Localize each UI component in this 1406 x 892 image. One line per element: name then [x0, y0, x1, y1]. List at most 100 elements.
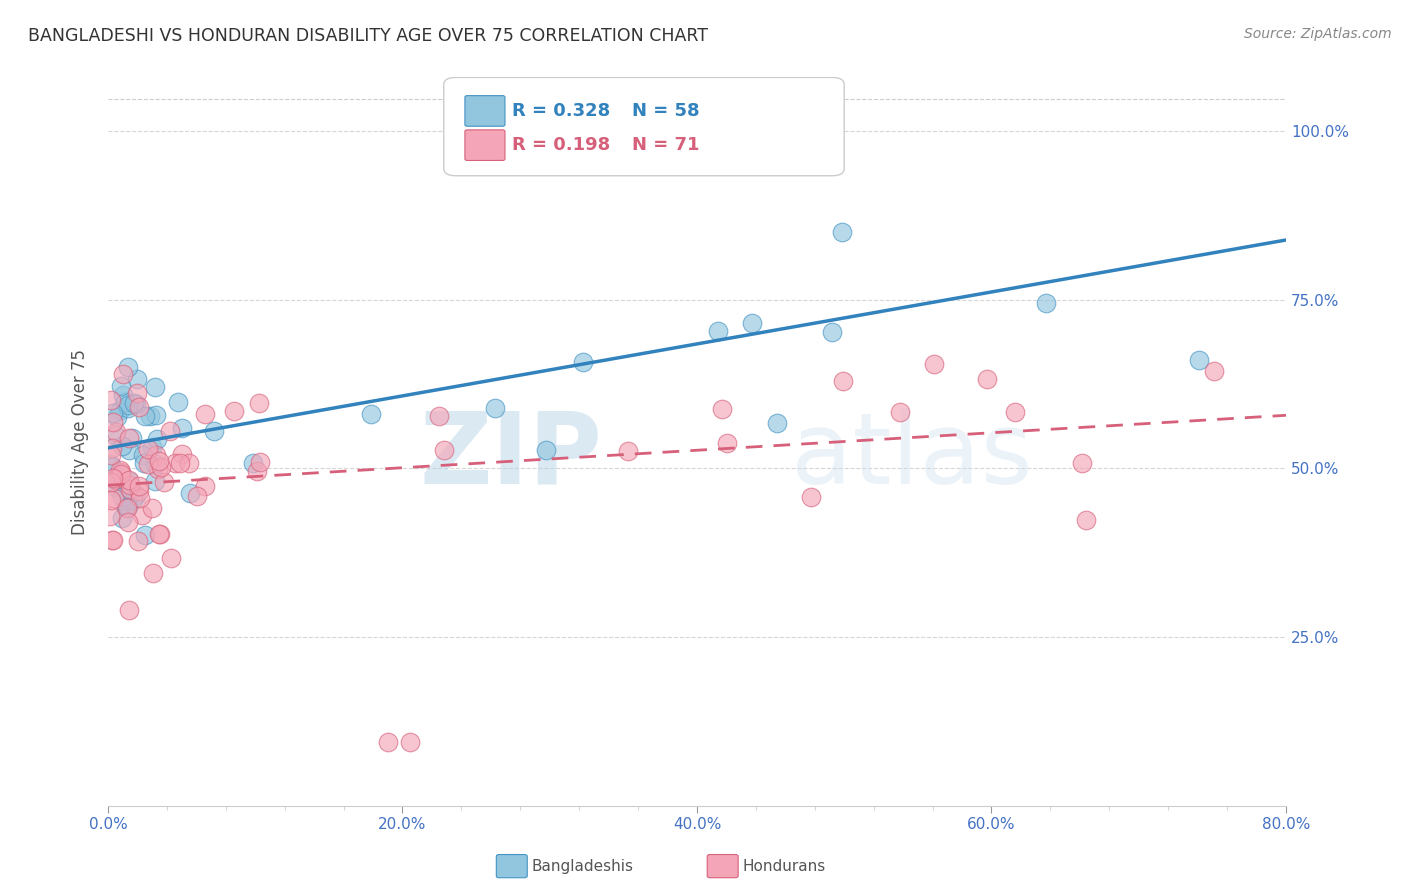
Point	[111, 510, 134, 524]
Point	[194, 479, 217, 493]
Point	[202, 424, 225, 438]
Point	[118, 442, 141, 457]
Point	[110, 463, 132, 477]
Point	[1202, 364, 1225, 378]
Point	[247, 396, 270, 410]
Text: R = 0.328: R = 0.328	[512, 102, 610, 120]
Point	[115, 493, 138, 508]
Point	[100, 475, 122, 490]
Point	[122, 396, 145, 410]
Point	[166, 394, 188, 409]
Point	[134, 409, 156, 424]
Point	[101, 533, 124, 547]
Point	[101, 415, 124, 429]
Point	[114, 394, 136, 409]
Point	[104, 428, 127, 442]
Point	[179, 486, 201, 500]
Point	[134, 528, 156, 542]
Point	[766, 416, 789, 430]
Point	[145, 448, 167, 462]
Point	[141, 440, 163, 454]
Point	[118, 489, 141, 503]
Point	[194, 407, 217, 421]
Point	[1004, 405, 1026, 419]
Point	[249, 455, 271, 469]
Point	[616, 444, 638, 458]
Point	[120, 478, 142, 492]
Point	[127, 534, 149, 549]
Point	[148, 526, 170, 541]
FancyBboxPatch shape	[465, 95, 505, 127]
Point	[165, 456, 187, 470]
Point	[117, 603, 139, 617]
Point	[377, 734, 399, 748]
Point	[101, 406, 124, 420]
Point	[129, 491, 152, 506]
Point	[105, 425, 128, 439]
Point	[100, 533, 122, 548]
Point	[117, 515, 139, 529]
Point	[143, 475, 166, 489]
Point	[433, 442, 456, 457]
Point	[145, 457, 167, 471]
Point	[924, 357, 946, 371]
Point	[139, 409, 162, 423]
Point	[246, 464, 269, 478]
Point	[125, 488, 148, 502]
Point	[1076, 513, 1098, 527]
Point	[100, 460, 122, 475]
Point	[889, 404, 911, 418]
Point	[110, 402, 132, 417]
Point	[104, 472, 127, 486]
Point	[111, 490, 134, 504]
Point	[572, 354, 595, 368]
Point	[821, 325, 844, 339]
Point	[100, 392, 122, 407]
Point	[360, 407, 382, 421]
Point	[112, 367, 135, 381]
Point	[136, 442, 159, 457]
Point	[117, 398, 139, 412]
Point	[104, 481, 127, 495]
Point	[112, 388, 135, 402]
Point	[150, 460, 173, 475]
Point	[110, 465, 132, 479]
Text: N = 71: N = 71	[633, 136, 700, 154]
Text: atlas: atlas	[792, 408, 1033, 505]
Point	[136, 457, 159, 471]
Text: R = 0.198: R = 0.198	[512, 136, 610, 154]
Point	[131, 508, 153, 522]
Point	[101, 441, 124, 455]
Point	[160, 551, 183, 566]
Point	[128, 479, 150, 493]
Point	[976, 372, 998, 386]
Point	[125, 396, 148, 410]
Point	[122, 493, 145, 508]
Point	[146, 462, 169, 476]
Text: Hondurans: Hondurans	[742, 859, 825, 873]
Point	[121, 432, 143, 446]
Point	[100, 492, 122, 507]
Point	[127, 386, 149, 401]
Point	[143, 380, 166, 394]
Point	[100, 448, 122, 462]
Point	[118, 475, 141, 489]
Point	[800, 490, 823, 504]
Point	[128, 400, 150, 414]
Point	[110, 467, 132, 481]
Point	[146, 432, 169, 446]
FancyBboxPatch shape	[465, 130, 505, 161]
Point	[484, 401, 506, 416]
Point	[98, 457, 121, 471]
Y-axis label: Disability Age Over 75: Disability Age Over 75	[72, 349, 89, 534]
Point	[706, 324, 728, 338]
Point	[741, 316, 763, 330]
Point	[169, 456, 191, 470]
Point	[111, 439, 134, 453]
Point	[398, 734, 420, 748]
Point	[710, 401, 733, 416]
Point	[127, 372, 149, 386]
Point	[516, 148, 538, 162]
Point	[103, 491, 125, 505]
FancyBboxPatch shape	[444, 78, 844, 176]
